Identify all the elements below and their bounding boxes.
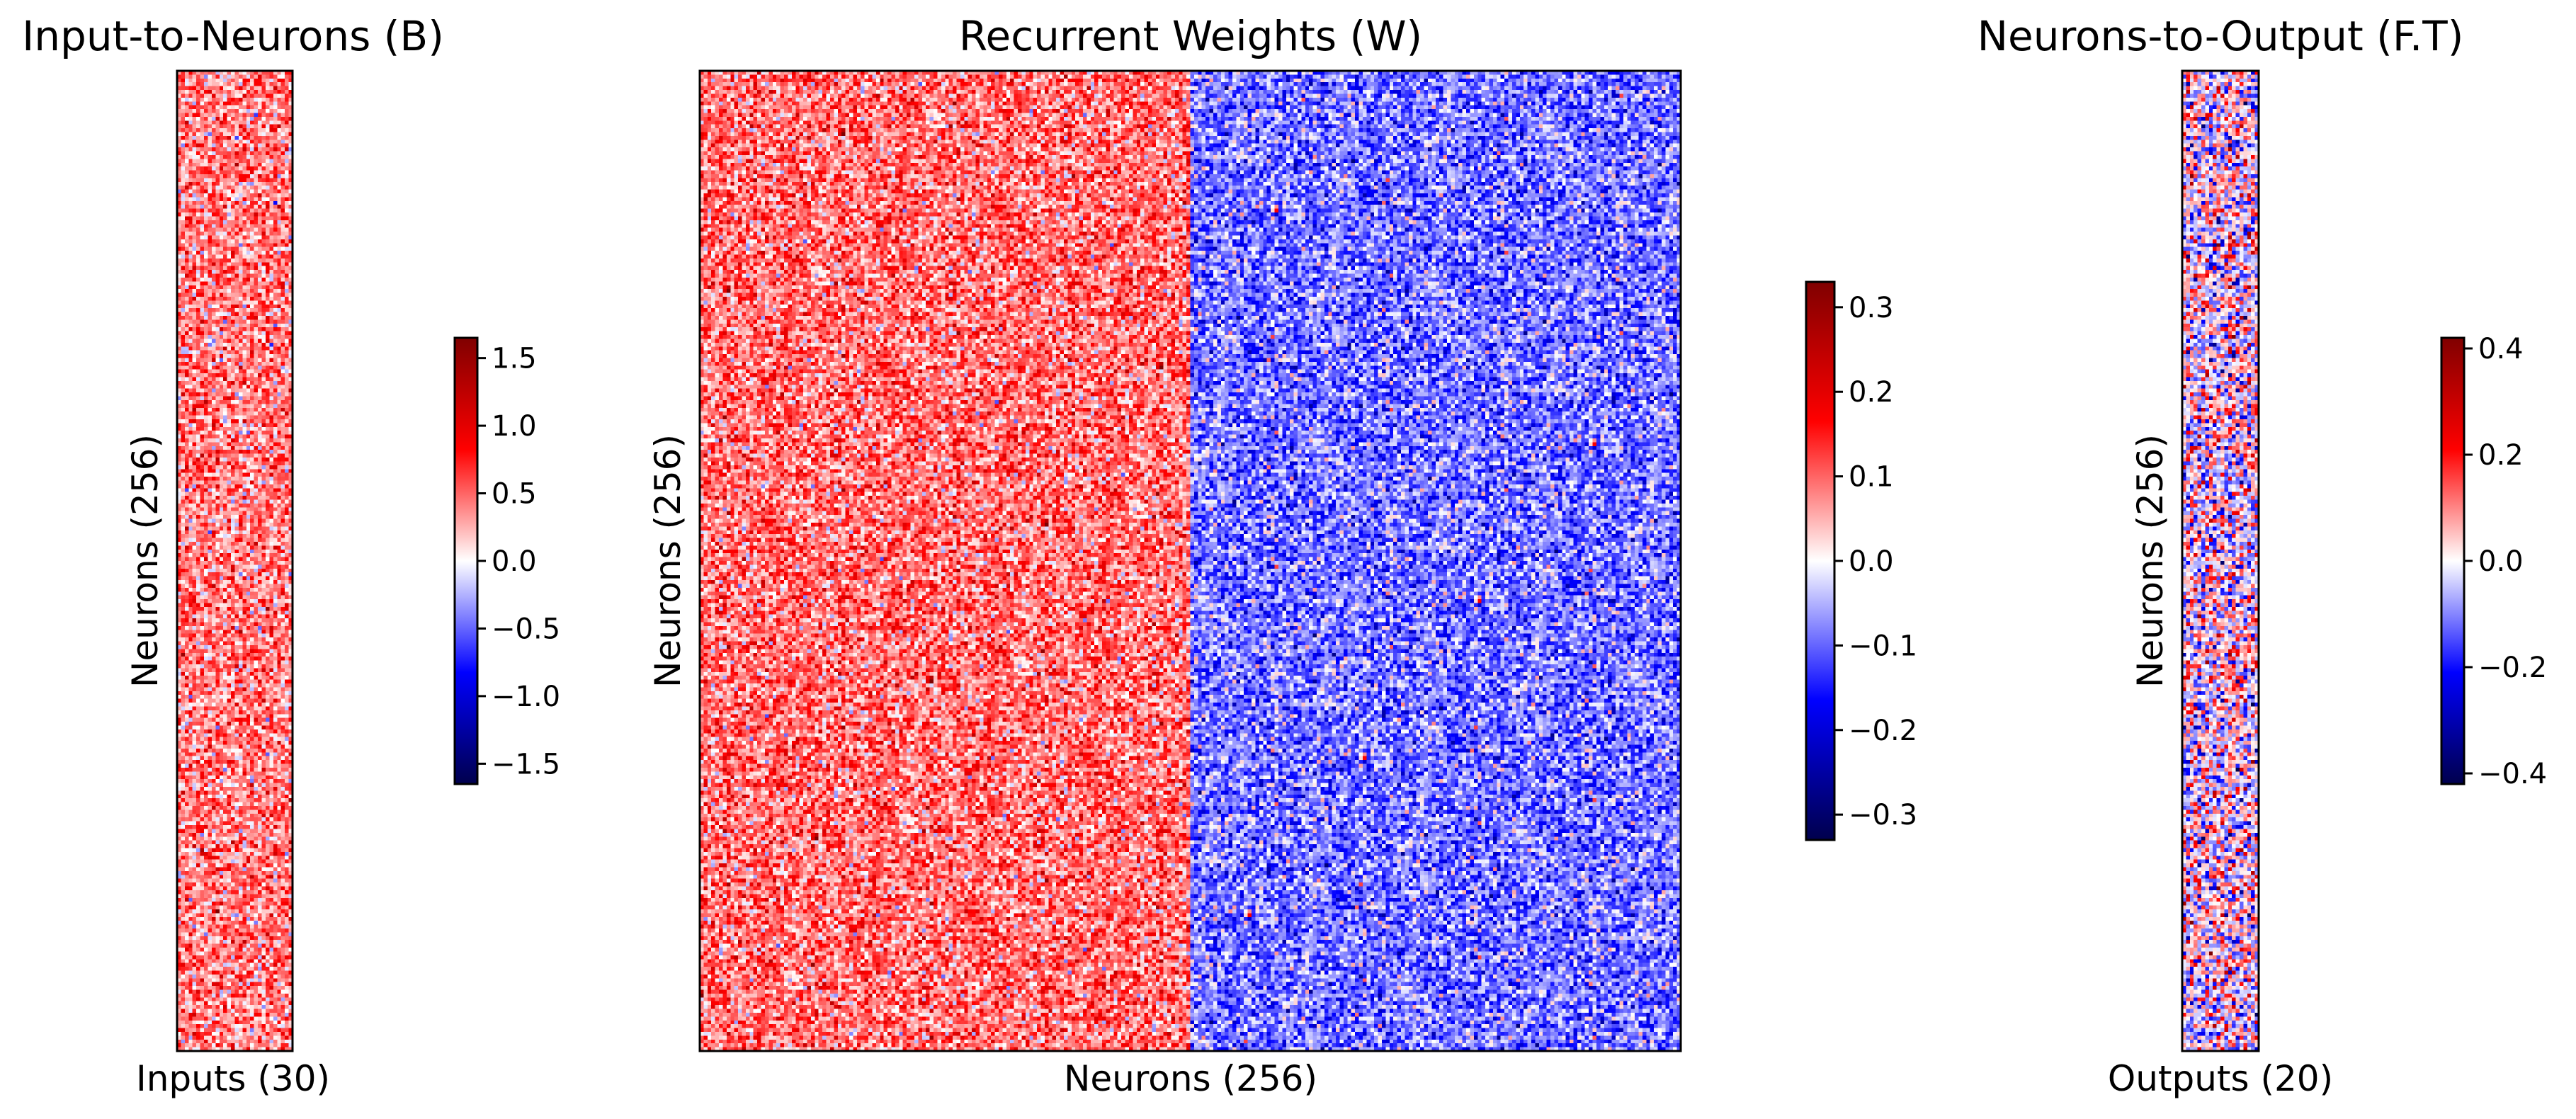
panel-recurrent-weights: Recurrent Weights (W) Neurons (256) Neur… <box>647 12 1917 1099</box>
heatmap-w-cells <box>700 71 1681 1051</box>
colorbar-tick-label: −1.5 <box>492 748 560 780</box>
colorbar-f-ticks: 0.4 0.2 0.0 −0.2 −0.4 <box>2464 333 2547 790</box>
colorbar-b-ticks: 1.5 1.0 0.5 0.0 −0.5 −1.0 −1.5 <box>477 343 560 780</box>
heatmap-b-frame <box>176 69 294 1052</box>
panel-1-ylabel: Neurons (256) <box>125 434 166 688</box>
panel-2-ylabel: Neurons (256) <box>647 434 688 688</box>
colorbar-f <box>2440 336 2466 785</box>
colorbar-tick-label: 0.2 <box>2478 439 2524 472</box>
colorbar-tick-label: 0.0 <box>2478 545 2524 578</box>
panel-1-title: Input-to-Neurons (B) <box>22 12 444 60</box>
colorbar-tick-label: 0.2 <box>1849 376 1894 409</box>
colorbar-tick-label: −0.2 <box>2478 652 2547 684</box>
panel-input-to-neurons: Input-to-Neurons (B) Inputs (30) Neurons… <box>22 12 560 1099</box>
colorbar-tick-label: 0.1 <box>1849 461 1894 494</box>
colorbar-tick-label: −1.0 <box>492 681 560 713</box>
heatmap-matrix <box>2182 71 2259 1051</box>
heatmap-w-frame <box>698 69 1682 1052</box>
colorbar-tick-label: −0.4 <box>2478 758 2547 790</box>
colorbar-tick-label: 0.3 <box>1849 292 1894 324</box>
panel-neurons-to-output: Neurons-to-Output (F.T) Outputs (20) Neu… <box>1978 12 2548 1099</box>
colorbar-tick-label: 0.5 <box>492 478 537 511</box>
heatmap-matrix <box>177 71 293 1051</box>
panel-3-xlabel: Outputs (20) <box>2108 1058 2333 1099</box>
colorbar-tick-label: 0.0 <box>492 545 537 578</box>
panel-3-title: Neurons-to-Output (F.T) <box>1978 12 2464 60</box>
heatmap-matrix <box>700 71 1681 1051</box>
colorbar-tick-label: 1.0 <box>492 410 537 443</box>
colorbar-tick-label: −0.1 <box>1849 630 1917 662</box>
colorbar-b <box>453 336 479 785</box>
panel-2-title: Recurrent Weights (W) <box>959 12 1422 60</box>
colorbar-tick-label: 0.4 <box>2478 333 2524 365</box>
colorbar-w-ticks: 0.3 0.2 0.1 0.0 −0.1 −0.2 −0.3 <box>1834 292 1917 831</box>
colorbar-tick-label: −0.5 <box>492 613 560 645</box>
panel-1-xlabel: Inputs (30) <box>136 1058 330 1099</box>
colorbar-tick-label: 0.0 <box>1849 545 1894 578</box>
heatmap-b-cells <box>177 71 293 1051</box>
colorbar-tick-label: −0.2 <box>1849 715 1917 747</box>
colorbar-tick-label: 1.5 <box>492 343 537 375</box>
panel-2-xlabel: Neurons (256) <box>1064 1058 1317 1099</box>
colorbar-tick-label: −0.3 <box>1849 799 1917 831</box>
colorbar-w <box>1805 280 1836 841</box>
panel-3-ylabel: Neurons (256) <box>2130 434 2171 688</box>
heatmap-f-frame <box>2181 69 2260 1052</box>
heatmap-f-cells <box>2182 71 2259 1051</box>
